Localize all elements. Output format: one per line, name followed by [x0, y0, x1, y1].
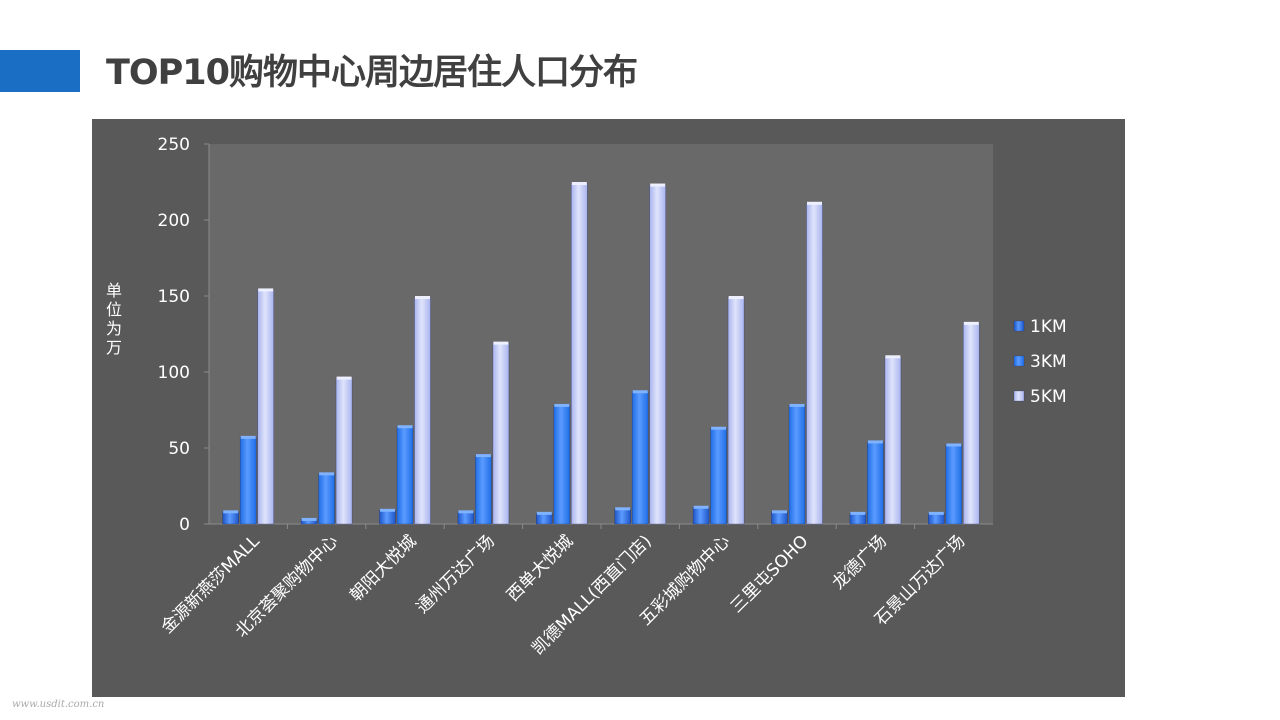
- y-tick-label: 200: [158, 211, 190, 231]
- y-tick-label: 150: [158, 287, 190, 307]
- bar-3km-8: [867, 441, 884, 525]
- bar-cap-5km-3: [493, 341, 509, 345]
- x-tick-label: 龙德广场: [829, 531, 891, 593]
- slide-title: TOP10购物中心周边居住人口分布: [106, 53, 638, 93]
- bar-cap-1km-6: [693, 505, 709, 509]
- bar-5km-9: [962, 323, 980, 525]
- bar-5km-0: [257, 289, 274, 525]
- bar-5km-2: [414, 297, 431, 525]
- bar-3km-5: [631, 391, 649, 525]
- bar-cap-3km-8: [867, 440, 883, 444]
- x-tick-label: 朝阳大悦城: [346, 531, 420, 605]
- legend-swatch-5km: [1013, 390, 1025, 402]
- bar-cap-1km-4: [536, 511, 552, 515]
- watermark: www.usdit.com.cn: [12, 699, 105, 710]
- bar-5km-3: [492, 342, 510, 525]
- bar-cap-5km-1: [336, 376, 352, 380]
- bar-cap-5km-2: [415, 296, 430, 300]
- bar-3km-9: [945, 444, 963, 525]
- bar-cap-3km-6: [711, 426, 727, 430]
- bar-cap-3km-7: [789, 403, 805, 407]
- title-accent-bar: [0, 50, 80, 92]
- bar-3km-0: [239, 437, 257, 525]
- bar-3km-2: [396, 426, 414, 525]
- bar-5km-5: [649, 184, 667, 525]
- bar-cap-3km-1: [319, 472, 335, 476]
- bar-cap-5km-8: [885, 355, 901, 359]
- bar-3km-3: [475, 455, 492, 525]
- bar-1km-9: [927, 513, 945, 525]
- bar-cap-3km-5: [632, 390, 648, 394]
- x-tick-label: 通州万达广场: [413, 531, 499, 617]
- x-tick-label: 西单大悦城: [503, 531, 577, 605]
- bar-cap-3km-3: [475, 454, 491, 458]
- bar-cap-5km-4: [571, 182, 587, 186]
- bar-cap-1km-7: [772, 510, 787, 514]
- bar-1km-4: [535, 513, 553, 525]
- legend-label-5km: 5KM: [1030, 387, 1067, 407]
- y-tick-label: 50: [168, 439, 190, 459]
- bar-cap-5km-0: [258, 288, 274, 292]
- bar-1km-6: [692, 506, 710, 525]
- bar-cap-1km-2: [380, 508, 395, 512]
- bar-cap-1km-8: [850, 511, 866, 515]
- bar-5km-7: [806, 202, 823, 525]
- bar-3km-6: [710, 427, 727, 525]
- legend-label-3km: 3KM: [1030, 352, 1067, 372]
- bar-5km-4: [570, 183, 588, 525]
- bar-cap-3km-0: [240, 435, 256, 439]
- bar-cap-1km-5: [615, 507, 631, 511]
- bar-cap-1km-0: [223, 510, 239, 514]
- bar-1km-7: [771, 511, 788, 525]
- bar-cap-5km-9: [963, 321, 979, 325]
- bar-5km-1: [335, 377, 353, 525]
- bar-cap-1km-1: [301, 517, 317, 521]
- bar-cap-5km-5: [650, 183, 666, 187]
- y-tick-label: 250: [158, 135, 190, 155]
- bar-1km-0: [222, 511, 239, 525]
- bar-cap-5km-6: [728, 296, 744, 300]
- bar-cap-5km-7: [807, 201, 822, 205]
- y-tick-label: 0: [179, 515, 190, 535]
- bar-cap-3km-4: [554, 403, 570, 407]
- bar-3km-4: [553, 405, 571, 525]
- y-tick-label: 100: [158, 363, 190, 383]
- legend-swatch-3km: [1013, 355, 1025, 367]
- bar-5km-6: [727, 297, 745, 525]
- bar-3km-1: [318, 473, 335, 525]
- x-tick-label: 三里屯SOHO: [727, 531, 813, 617]
- bar-1km-5: [614, 508, 632, 525]
- bar-1km-3: [457, 511, 475, 525]
- bar-1km-2: [379, 510, 396, 525]
- chart-panel: 0 50 100 150 200 250 金源新燕莎MALL 北京荟聚购物中心 朝阳大悦城 通州万…: [92, 119, 1125, 697]
- bar-cap-1km-9: [928, 511, 944, 515]
- y-axis-label: 单位为万: [105, 281, 122, 357]
- bar-5km-8: [884, 356, 902, 525]
- bar-1km-8: [849, 513, 867, 525]
- bar-3km-7: [788, 405, 806, 525]
- bar-cap-3km-9: [946, 443, 962, 447]
- bar-cap-3km-2: [397, 425, 413, 429]
- legend-label-1km: 1KM: [1030, 317, 1067, 337]
- bar-cap-1km-3: [458, 510, 474, 514]
- legend-swatch-1km: [1013, 320, 1025, 332]
